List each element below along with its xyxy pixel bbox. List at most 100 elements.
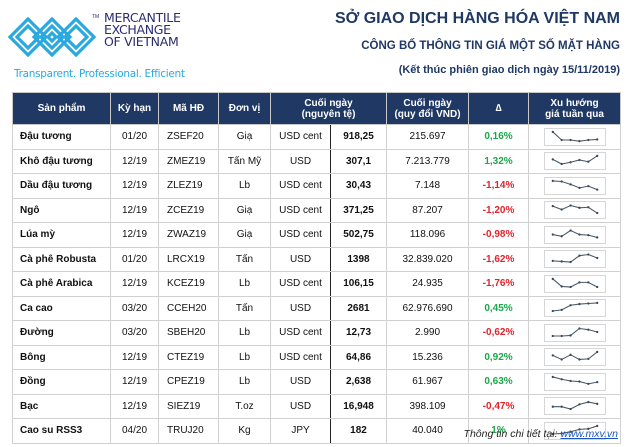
sparkline-chart-icon xyxy=(543,397,606,416)
contract-term: 03/20 xyxy=(110,295,159,321)
close-price-vnd: 61.967 xyxy=(386,369,470,395)
sparkline-chart-icon xyxy=(543,274,606,293)
sparkline-chart-icon xyxy=(543,127,606,146)
product-name: Đường xyxy=(12,320,111,346)
col-header-product: Sản phẩm xyxy=(12,92,111,125)
weekly-trend-cell xyxy=(528,148,622,174)
currency: USD xyxy=(270,393,331,419)
sparkline-chart-icon xyxy=(543,372,606,391)
close-price-native: 182 xyxy=(329,418,388,444)
weekly-trend-cell xyxy=(528,295,622,321)
price-change-percent: -1,62% xyxy=(468,246,530,272)
weekly-trend-cell xyxy=(528,246,622,272)
table-row: Đồng 12/19 CPEZ19 Lb USD 2,638 61.967 0,63% xyxy=(12,369,622,395)
contract-code: SIEZ19 xyxy=(158,393,219,419)
weekly-trend-cell xyxy=(528,197,622,223)
footer-note: Thông tin chi tiết tại: www.mxv.vn xyxy=(464,428,618,440)
close-price-native: 918,25 xyxy=(329,124,388,150)
price-change-percent: 0,16% xyxy=(468,124,530,150)
close-price-vnd: 62.976.690 xyxy=(386,295,470,321)
table-row: Ca cao 03/20 CCEH20 Tấn USD 2681 62.976.690 0,4… xyxy=(12,295,622,321)
col-header-close-native: Cuối ngày (nguyên tệ) xyxy=(269,92,388,125)
price-change-percent: 0,92% xyxy=(468,344,530,370)
contract-term: 04/20 xyxy=(110,418,159,444)
product-name: Lúa mỳ xyxy=(12,222,111,248)
price-change-percent: -0,62% xyxy=(468,320,530,346)
page-subtitle: CÔNG BỐ THÔNG TIN GIÁ MỘT SỐ MẶT HÀNG xyxy=(361,40,620,52)
currency: USD xyxy=(270,148,331,174)
close-price-vnd: 24.935 xyxy=(386,271,470,297)
sparkline-chart-icon xyxy=(543,152,606,171)
weekly-trend-cell xyxy=(528,369,622,395)
table-row: Đậu tương 01/20 ZSEF20 Giạ USD cent 918,25 215… xyxy=(12,124,622,150)
close-price-native: 30,43 xyxy=(329,173,388,199)
weekly-trend-cell xyxy=(528,320,622,346)
weekly-trend-cell xyxy=(528,393,622,419)
sparkline-chart-icon xyxy=(543,299,606,318)
product-name: Đồng xyxy=(12,369,111,395)
weekly-trend-cell xyxy=(528,271,622,297)
col-header-term: Kỳ hạn xyxy=(110,92,159,125)
col-header-delta: ∆ xyxy=(468,92,530,125)
col-header-close-native-line1: Cuối ngày xyxy=(304,97,353,109)
currency: USD cent xyxy=(270,222,331,248)
unit: Lb xyxy=(218,369,271,395)
unit: Lb xyxy=(218,320,271,346)
price-change-percent: 0,63% xyxy=(468,369,530,395)
table-row: Ngô 12/19 ZCEZ19 Giạ USD cent 371,25 87.207 -1,… xyxy=(12,197,622,223)
product-name: Dầu đậu tương xyxy=(12,173,111,199)
close-price-vnd: 32.839.020 xyxy=(386,246,470,272)
contract-term: 12/19 xyxy=(110,173,159,199)
mxv-logo: TM MERCANTILE EXCHANGE OF VIETNAM Transp… xyxy=(4,6,304,86)
unit: T.oz xyxy=(218,393,271,419)
weekly-trend-cell xyxy=(528,222,622,248)
contract-code: TRUJ20 xyxy=(158,418,219,444)
close-price-vnd: 2.990 xyxy=(386,320,470,346)
col-header-close-native-line2: (nguyên tệ) xyxy=(301,108,356,120)
contract-term: 12/19 xyxy=(110,369,159,395)
col-header-trend-line2: giá tuần qua xyxy=(545,108,604,120)
price-change-percent: -1,14% xyxy=(468,173,530,199)
table-row: Cà phê Arabica 12/19 KCEZ19 Lb USD cent 106,1… xyxy=(12,271,622,297)
unit: Giạ xyxy=(218,124,271,150)
close-price-native: 371,25 xyxy=(329,197,388,223)
currency: USD xyxy=(270,369,331,395)
contract-code: CPEZ19 xyxy=(158,369,219,395)
mxv-logo-mark-icon xyxy=(8,16,97,58)
table-row: Dầu đậu tương 12/19 ZLEZ19 Lb USD cent 30,43 7… xyxy=(12,173,622,199)
contract-code: ZMEZ19 xyxy=(158,148,219,174)
col-header-close-vnd-line1: Cuối ngày xyxy=(403,97,452,109)
sparkline-chart-icon xyxy=(543,201,606,220)
table-row: Bạc 12/19 SIEZ19 T.oz USD 16,948 398.109 -0,47% xyxy=(12,393,622,419)
close-price-native: 16,948 xyxy=(329,393,388,419)
currency: USD xyxy=(270,246,331,272)
unit: Giạ xyxy=(218,222,271,248)
sparkline-chart-icon xyxy=(543,348,606,367)
contract-code: KCEZ19 xyxy=(158,271,219,297)
contract-term: 01/20 xyxy=(110,124,159,150)
currency: USD xyxy=(270,295,331,321)
product-name: Khô đậu tương xyxy=(12,148,111,174)
close-price-vnd: 15.236 xyxy=(386,344,470,370)
close-price-vnd: 215.697 xyxy=(386,124,470,150)
close-price-native: 1398 xyxy=(329,246,388,272)
logo-line-3: OF VIETNAM xyxy=(104,34,179,49)
contract-term: 12/19 xyxy=(110,271,159,297)
unit: Lb xyxy=(218,173,271,199)
price-change-percent: 0,45% xyxy=(468,295,530,321)
table-header-row: Sản phẩm Kỳ hạn Mã HĐ Đơn vị Cuối ngày (n… xyxy=(12,92,622,125)
currency: USD cent xyxy=(270,271,331,297)
mxv-website-link[interactable]: www.mxv.vn xyxy=(560,428,618,440)
product-name: Ca cao xyxy=(12,295,111,321)
product-name: Ngô xyxy=(12,197,111,223)
table-row: Cao su RSS3 04/20 TRUJ20 Kg JPY 182 40.040 1% xyxy=(12,418,622,444)
price-change-percent: -1,76% xyxy=(468,271,530,297)
contract-code: ZCEZ19 xyxy=(158,197,219,223)
unit: Lb xyxy=(218,344,271,370)
commodity-price-table: Sản phẩm Kỳ hạn Mã HĐ Đơn vị Cuối ngày (n… xyxy=(12,92,622,444)
product-name: Đậu tương xyxy=(12,124,111,150)
table-row: Bông 12/19 CTEZ19 Lb USD cent 64,86 15.236 0,92… xyxy=(12,344,622,370)
contract-term: 12/19 xyxy=(110,222,159,248)
unit: Giạ xyxy=(218,197,271,223)
col-header-close-vnd: Cuối ngày (quy đổi VND) xyxy=(386,92,470,125)
